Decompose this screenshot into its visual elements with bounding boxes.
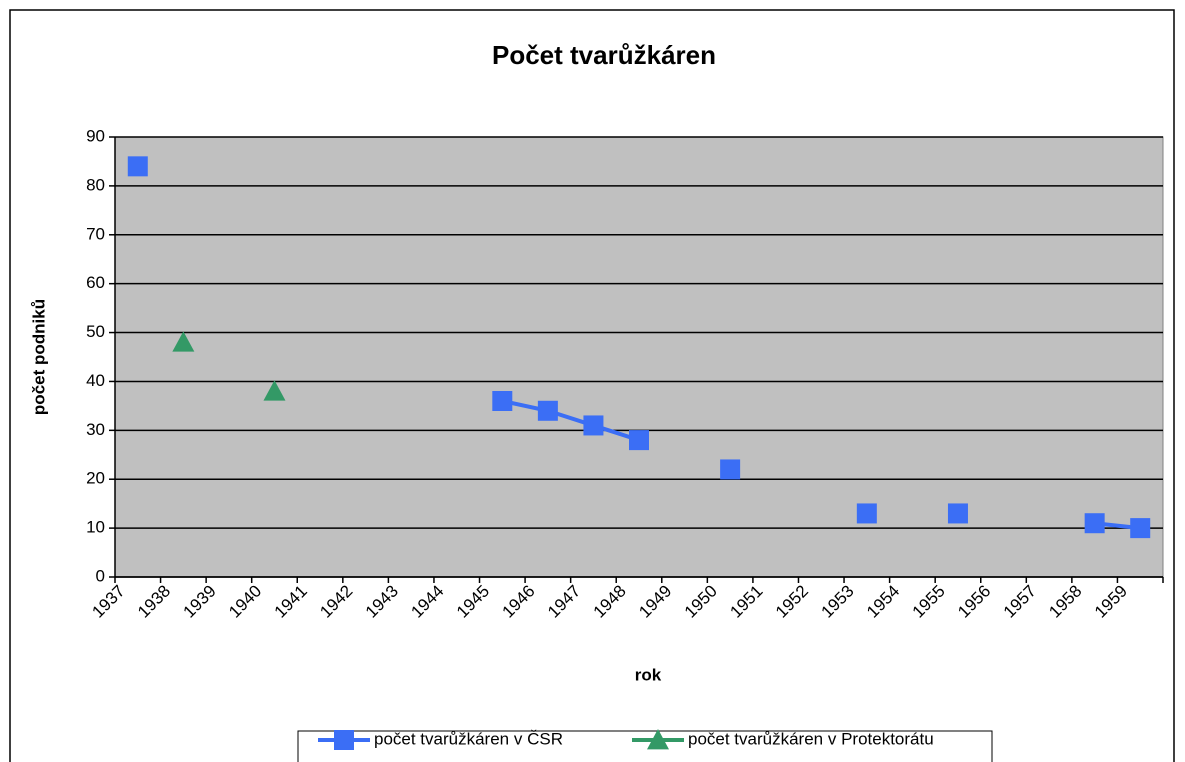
legend-marker xyxy=(647,729,669,750)
x-axis-title: rok xyxy=(635,665,662,684)
data-point xyxy=(492,391,513,411)
y-tick-label: 40 xyxy=(86,371,105,390)
data-point xyxy=(629,430,649,451)
data-point xyxy=(720,459,741,480)
legend-box xyxy=(297,730,993,762)
legend-marker xyxy=(334,730,354,750)
chart-title: Počet tvarůžkáren xyxy=(492,40,716,70)
y-tick-label: 30 xyxy=(86,420,105,439)
y-tick-label: 20 xyxy=(86,469,105,488)
y-axis-title: počet podniků xyxy=(29,299,48,415)
y-tick-label: 90 xyxy=(86,126,105,145)
data-point xyxy=(856,503,877,524)
data-point xyxy=(263,380,286,401)
y-tick-label: 70 xyxy=(86,224,105,243)
data-point xyxy=(537,400,558,421)
y-tick-label: 80 xyxy=(86,175,105,194)
legend-label: počet tvarůžkáren v Protektorátu xyxy=(688,729,934,748)
legend-label: počet tvarůžkáren v ČSR xyxy=(374,729,563,748)
data-point xyxy=(172,331,195,352)
data-point xyxy=(947,503,968,524)
data-point xyxy=(1130,518,1151,539)
data-point xyxy=(1084,513,1105,534)
data-point xyxy=(583,415,604,436)
y-tick-label: 50 xyxy=(86,322,105,341)
plot-area xyxy=(114,136,1164,578)
y-tick-label: 0 xyxy=(96,566,105,585)
y-tick-label: 10 xyxy=(86,518,105,537)
y-tick-label: 60 xyxy=(86,273,105,292)
data-point xyxy=(127,156,148,177)
